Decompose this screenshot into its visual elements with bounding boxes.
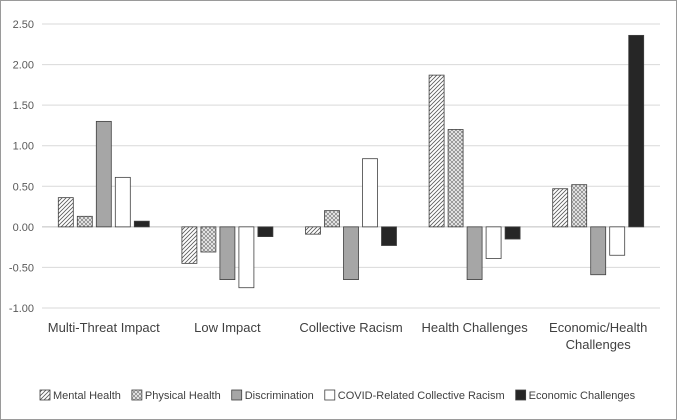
bar-discrimination xyxy=(219,226,236,281)
bar-mental-health xyxy=(305,226,321,235)
bar-discrimination xyxy=(590,226,607,276)
y-tick-label: -1.00 xyxy=(9,303,34,315)
bar-covid-related-collective-racism xyxy=(609,226,626,256)
category-label: Multi-Threat Impact xyxy=(48,320,160,335)
category-label: Low Impact xyxy=(194,320,261,335)
legend-label-economic-challenges: Economic Challenges xyxy=(529,390,636,402)
legend-swatch-economic-challenges xyxy=(515,389,527,401)
bars xyxy=(57,34,645,289)
bar-physical-health xyxy=(200,226,217,253)
legend-swatch-physical-health xyxy=(131,389,143,401)
x-axis-labels: Multi-Threat Impact Low Impact Collective … xyxy=(48,320,648,352)
bar-economic-challenges xyxy=(628,34,645,228)
legend-label-physical-health: Physical Health xyxy=(145,390,221,402)
bar-discrimination xyxy=(466,226,483,281)
legend-swatch-discrimination xyxy=(231,389,243,401)
category-label: Economic/Health Challenges xyxy=(549,320,647,352)
bar-covid-related-collective-racism xyxy=(238,226,255,289)
bar-economic-challenges xyxy=(504,226,521,240)
legend-swatch-mental-health xyxy=(39,389,51,401)
y-tick-label: 0.50 xyxy=(13,181,34,193)
legend-swatch-covid-related-collective-racism xyxy=(324,389,336,401)
y-tick-label: 0.00 xyxy=(13,222,34,234)
bar-economic-challenges xyxy=(381,226,397,246)
bar-covid-related-collective-racism xyxy=(362,158,378,228)
y-tick-label: 1.50 xyxy=(13,100,34,112)
legend-label-covid-related-collective-racism: COVID-Related Collective Racism xyxy=(338,390,505,402)
y-tick-label: 1.00 xyxy=(13,141,34,153)
bar-mental-health xyxy=(181,226,198,264)
bar-physical-health xyxy=(76,215,93,228)
bar-economic-challenges xyxy=(133,220,150,228)
y-axis: 2.50 2.00 1.50 1.00 0.50 0.00 -0.50 -1.00 xyxy=(9,19,34,315)
legend-label-mental-health: Mental Health xyxy=(53,390,121,402)
bar-economic-challenges xyxy=(257,226,274,237)
bar-mental-health xyxy=(57,197,74,228)
y-tick-label: -0.50 xyxy=(9,262,34,274)
bar-discrimination xyxy=(95,120,112,228)
y-tick-label: 2.50 xyxy=(13,19,34,31)
bar-mental-health xyxy=(428,74,445,228)
bar-physical-health xyxy=(324,210,340,228)
category-label: Health Challenges xyxy=(421,320,528,335)
bar-covid-related-collective-racism xyxy=(114,176,131,228)
bar-physical-health xyxy=(571,184,588,228)
legend-label-discrimination: Discrimination xyxy=(245,390,314,402)
bar-mental-health xyxy=(552,188,569,228)
legend: Mental Health Physical Health Discriminati… xyxy=(39,389,636,402)
bar-covid-related-collective-racism xyxy=(485,226,502,259)
bar-discrimination xyxy=(343,226,359,281)
category-label: Collective Racism xyxy=(299,320,402,335)
y-tick-label: 2.00 xyxy=(13,60,34,72)
bar-physical-health xyxy=(447,129,464,228)
